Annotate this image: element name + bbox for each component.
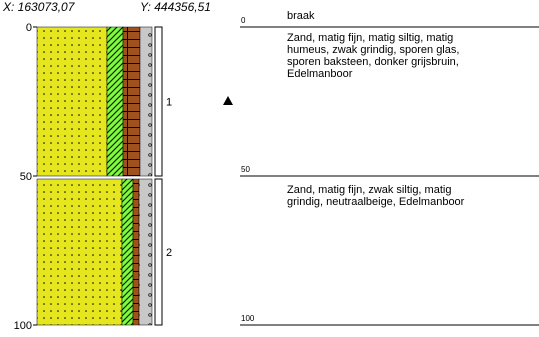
layer-fill xyxy=(133,179,139,325)
layer-description: grindig, neutraalbeige, Edelmanboor xyxy=(287,196,465,208)
depth-label: 0 xyxy=(26,22,32,34)
layer-fill xyxy=(140,27,152,176)
x-coordinate: X: 163073,07 xyxy=(2,0,76,14)
layer-description: Zand, matig fijn, matig siltig, matig xyxy=(287,32,453,44)
layer-description: Edelmanboor xyxy=(287,68,353,80)
layer-fill xyxy=(122,179,133,325)
water-level-marker xyxy=(223,96,233,105)
layer-number: 1 xyxy=(166,97,172,109)
depth-label: 100 xyxy=(14,320,32,332)
layer-description: sporen baksteen, donker grijsbruin, xyxy=(287,56,459,68)
layer-fill xyxy=(123,27,140,176)
layer-description: Zand, matig fijn, zwak siltig, matig xyxy=(287,184,451,196)
borehole-log: X: 163073,07 Y: 444356,51 braak 0 0 50 50 10… xyxy=(0,0,539,332)
layer-fill xyxy=(37,27,107,176)
surface-label: braak xyxy=(287,10,315,22)
depth-label: 50 xyxy=(20,171,32,183)
sample-bracket xyxy=(155,179,162,325)
depth-label-small: 0 xyxy=(241,16,246,25)
layer-fill xyxy=(139,179,152,325)
layer-fill xyxy=(37,179,122,325)
y-coordinate: Y: 444356,51 xyxy=(140,0,211,14)
depth-label-small: 100 xyxy=(241,314,255,323)
layer-fill xyxy=(107,27,123,176)
layer-description: humeus, zwak grindig, sporen glas, xyxy=(287,44,459,56)
depth-label-small: 50 xyxy=(241,165,250,174)
sample-bracket xyxy=(155,27,162,176)
layer-number: 2 xyxy=(166,247,172,259)
